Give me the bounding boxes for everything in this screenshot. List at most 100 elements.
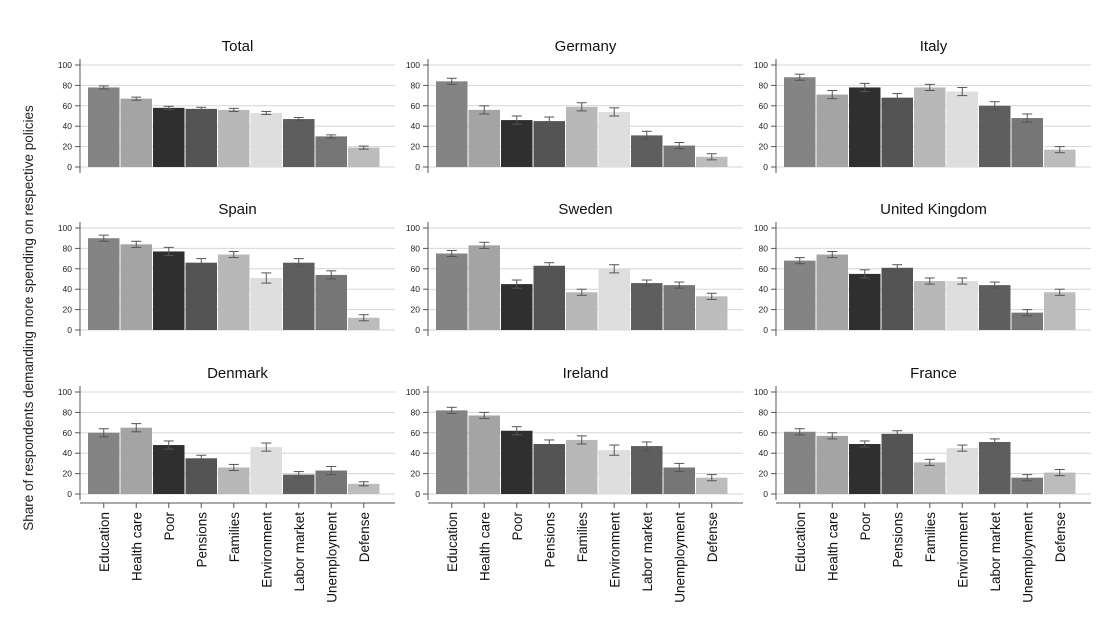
bar: [882, 98, 914, 167]
bar: [469, 110, 501, 167]
y-tick-label: 80: [759, 407, 769, 417]
y-tick-label: 100: [58, 387, 72, 397]
y-tick-label: 40: [63, 448, 73, 458]
y-tick-label: 40: [63, 284, 73, 294]
y-tick-label: 40: [411, 121, 421, 131]
bar: [88, 87, 120, 167]
bar: [1044, 292, 1076, 330]
x-tick-label: Poor: [858, 512, 873, 541]
y-tick-label: 0: [415, 325, 420, 335]
x-tick-label: Health care: [477, 512, 492, 581]
bar: [784, 432, 816, 494]
bar: [251, 278, 283, 330]
x-tick-label: Defense: [1053, 512, 1068, 562]
bar: [849, 274, 881, 330]
panel-title: Sweden: [558, 201, 612, 218]
bar: [631, 283, 663, 330]
y-tick-label: 40: [411, 284, 421, 294]
bar: [914, 87, 946, 167]
y-tick-label: 100: [754, 223, 768, 233]
y-tick-label: 20: [759, 305, 769, 315]
bar: [88, 433, 120, 494]
bar: [218, 255, 250, 330]
bar: [501, 120, 533, 167]
bar: [316, 136, 348, 167]
x-tick-label: Pensions: [542, 512, 557, 568]
y-tick-label: 60: [759, 428, 769, 438]
x-tick-label: Families: [227, 512, 242, 563]
y-tick-label: 0: [415, 489, 420, 499]
bar: [599, 112, 631, 167]
panel-title: Total: [222, 38, 254, 55]
y-tick-label: 0: [67, 162, 72, 172]
panel-france: 0 20 40 60 80 100 France Education Health care Po…: [754, 365, 1091, 603]
y-tick-label: 60: [411, 101, 421, 111]
x-tick-label: Unemployment: [1020, 512, 1035, 603]
x-tick-label: Education: [793, 512, 808, 572]
bar: [882, 268, 914, 330]
panel-denmark: 020406080100DenmarkEducation Health care P…: [58, 365, 395, 603]
bar: [88, 238, 120, 330]
y-tick-label: 0: [67, 325, 72, 335]
bar: [218, 467, 250, 494]
panel-title: United Kingdom: [880, 201, 987, 218]
x-tick-label: Education: [97, 512, 112, 572]
panel-sweden: 0 20 40 60 80 100 Sweden: [406, 201, 743, 336]
x-tick-label: Unemployment: [672, 512, 687, 603]
y-axis-label: Share of respondents demanding more spen…: [21, 105, 36, 531]
x-tick-label: Labor market: [292, 512, 307, 592]
bar: [947, 92, 979, 167]
bar: [121, 428, 153, 494]
panel-title: Spain: [218, 201, 256, 218]
bar: [501, 284, 533, 330]
bar: [348, 148, 380, 167]
y-tick-label: 80: [63, 80, 73, 90]
bar: [817, 255, 849, 330]
bar: [153, 251, 185, 330]
panel-title: Ireland: [563, 365, 609, 382]
y-tick-label: 80: [411, 243, 421, 253]
y-tick-label: 20: [759, 469, 769, 479]
x-tick-label: Poor: [510, 512, 525, 541]
panels-group: 0 20 40 60 80 100 Total 0 20 40 60 80 100 Germany 0 20 4…: [58, 38, 1091, 603]
y-tick-label: 40: [411, 448, 421, 458]
bar: [664, 285, 696, 330]
y-tick-label: 20: [411, 305, 421, 315]
y-tick-label: 0: [763, 162, 768, 172]
bar: [566, 440, 598, 494]
bar: [186, 458, 218, 494]
panel-title: Germany: [555, 38, 617, 55]
x-tick-label: Families: [923, 512, 938, 563]
y-tick-label: 60: [759, 264, 769, 274]
x-tick-label: Environment: [607, 512, 622, 588]
y-tick-label: 60: [759, 101, 769, 111]
x-tick-label: Health care: [129, 512, 144, 581]
bar: [436, 410, 468, 494]
bar: [631, 135, 663, 167]
y-tick-label: 60: [411, 264, 421, 274]
y-tick-label: 40: [63, 121, 73, 131]
bar: [251, 447, 283, 494]
y-tick-label: 80: [411, 407, 421, 417]
bar: [251, 113, 283, 167]
y-tick-label: 20: [63, 305, 73, 315]
y-tick-label: 20: [411, 142, 421, 152]
bar: [566, 107, 598, 167]
bar: [153, 108, 185, 167]
y-tick-label: 80: [759, 243, 769, 253]
y-tick-label: 100: [58, 60, 72, 70]
y-tick-label: 100: [406, 387, 420, 397]
x-tick-label: Defense: [705, 512, 720, 562]
bar: [186, 263, 218, 330]
bar: [631, 446, 663, 494]
y-tick-label: 40: [759, 448, 769, 458]
x-tick-label: Families: [575, 512, 590, 563]
x-tick-label: Health care: [825, 512, 840, 581]
bar: [534, 266, 566, 330]
x-tick-label: Pensions: [890, 512, 905, 568]
y-tick-label: 0: [763, 489, 768, 499]
bar: [218, 110, 250, 167]
y-tick-label: 100: [406, 60, 420, 70]
y-tick-label: 100: [406, 223, 420, 233]
panel-spain: 0 20 40 60 80 100 Spain: [58, 201, 395, 336]
